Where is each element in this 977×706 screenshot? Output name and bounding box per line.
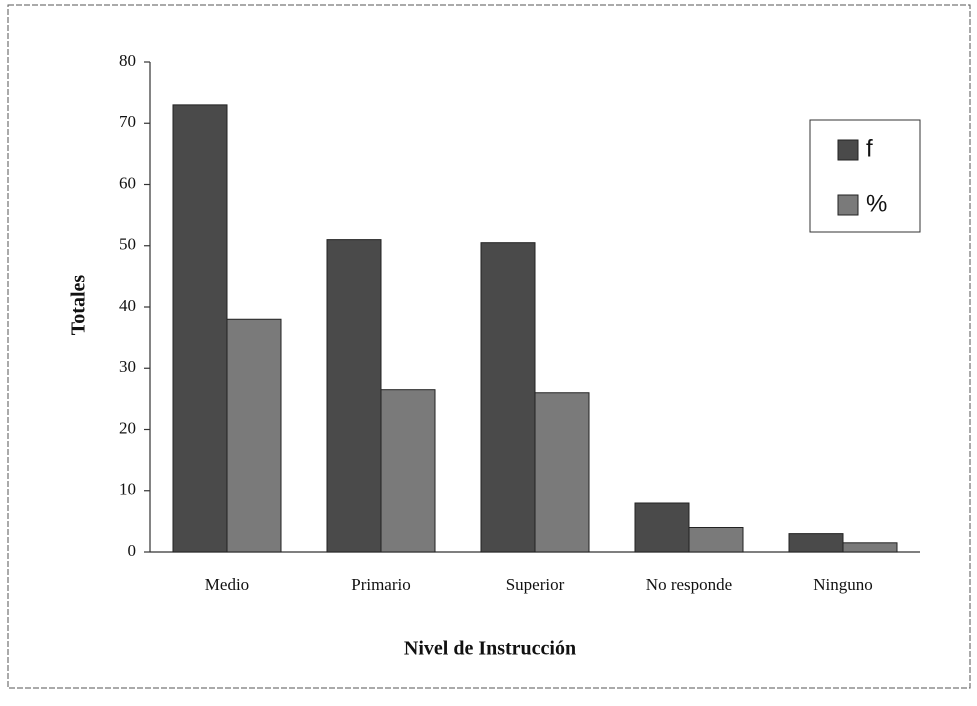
y-tick-label: 80: [119, 51, 136, 70]
bar: [480, 242, 536, 553]
bar: [842, 542, 898, 553]
y-tick-label: 50: [119, 235, 136, 254]
y-tick-label: 70: [119, 112, 136, 131]
bar: [226, 318, 282, 553]
bar: [688, 527, 744, 553]
bar: [326, 239, 382, 553]
y-tick-label: 0: [128, 541, 137, 560]
x-tick-label: Primario: [351, 575, 411, 594]
y-tick-label: 40: [119, 296, 136, 315]
y-axis-title: Totales: [68, 275, 90, 336]
legend-swatch: [837, 139, 859, 161]
bar: [380, 389, 436, 553]
bar: [172, 104, 228, 553]
x-tick-label: Ninguno: [813, 575, 873, 594]
y-tick-label: 10: [119, 480, 136, 499]
legend-label: f: [866, 135, 873, 162]
legend-swatch: [837, 194, 859, 216]
y-tick-label: 30: [119, 357, 136, 376]
legend-box: [809, 119, 921, 233]
bar: [634, 502, 690, 553]
legend-label: %: [866, 190, 887, 217]
x-tick-label: Superior: [506, 575, 565, 594]
y-tick-label: 60: [119, 173, 136, 192]
x-tick-label: No responde: [646, 575, 732, 594]
y-tick-label: 20: [119, 418, 136, 437]
x-tick-label: Medio: [205, 575, 249, 594]
x-axis-title: Nivel de Instrucción: [404, 638, 576, 660]
bar: [788, 533, 844, 553]
bar: [534, 392, 590, 553]
